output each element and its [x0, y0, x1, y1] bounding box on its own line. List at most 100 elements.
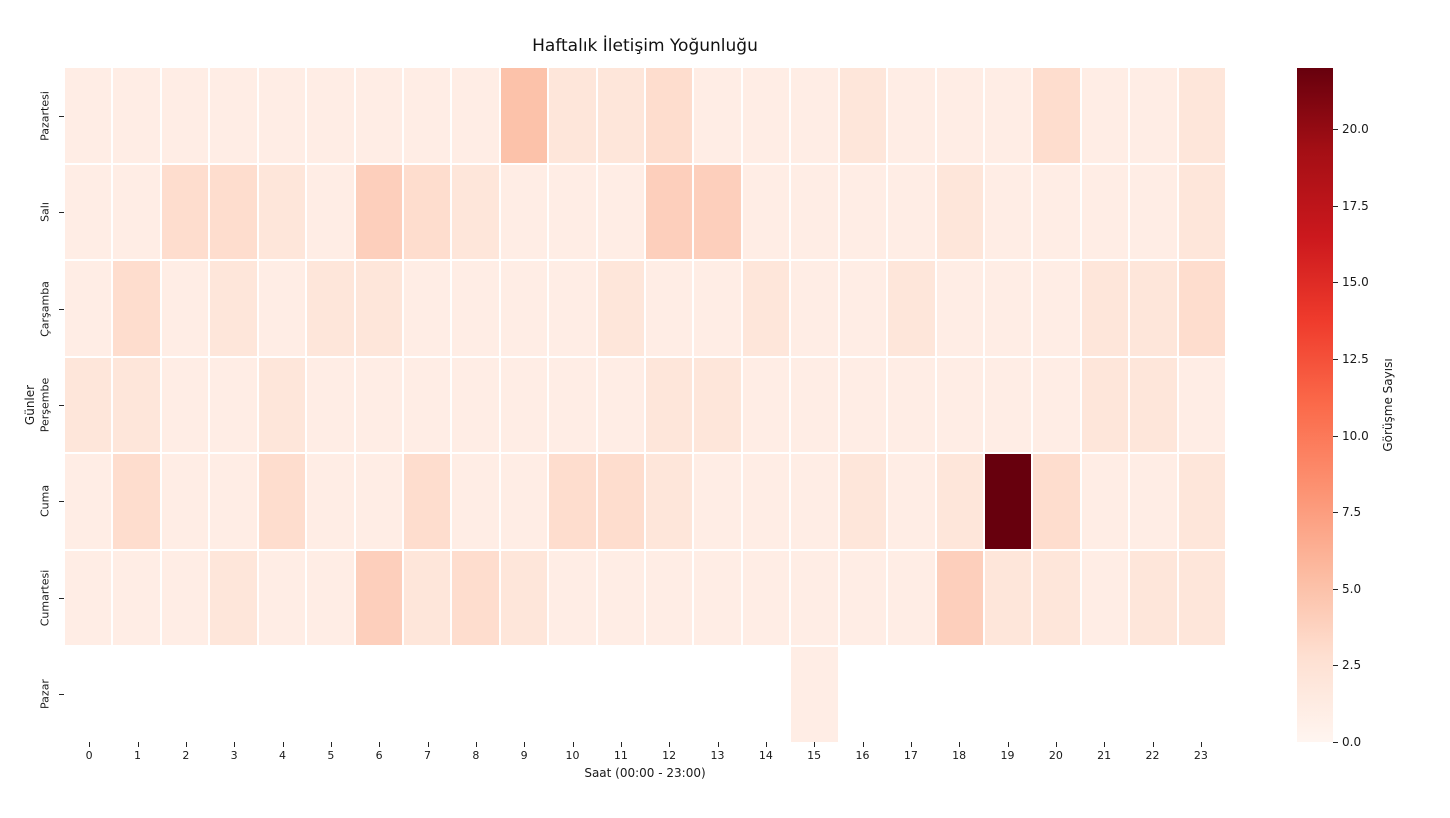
heatmap-cell: [1178, 647, 1225, 742]
heatmap-cell: [549, 550, 596, 646]
x-tick-label: 9: [520, 749, 528, 762]
y-tick-mark: [59, 116, 64, 118]
heatmap-cell: [936, 550, 983, 646]
heatmap-cell: [742, 454, 790, 549]
heatmap-cell: [452, 454, 499, 549]
heatmap-cell: [936, 261, 983, 356]
x-tick-mark: [959, 742, 961, 747]
heatmap-cell: [742, 357, 790, 453]
heatmap-cell: [210, 357, 257, 453]
heatmap-cell: [646, 454, 693, 549]
heatmap-cell: [1081, 550, 1129, 646]
x-tick-label: 6: [375, 749, 383, 762]
heatmap-cell: [258, 357, 306, 453]
heatmap-cell: [355, 454, 402, 549]
heatmap-cell: [839, 647, 887, 742]
heatmap-cell: [791, 550, 838, 646]
y-tick-mark: [59, 405, 64, 406]
y-tick-mark: [59, 501, 64, 503]
heatmap-cell: [403, 164, 451, 260]
heatmap-cell: [984, 261, 1032, 356]
heatmap-cell: [791, 261, 838, 356]
heatmap-cell: [355, 164, 402, 260]
heatmap-cell: [984, 454, 1032, 549]
x-tick-mark: [1200, 742, 1202, 747]
heatmap-cell: [1178, 550, 1225, 646]
heatmap-cell: [646, 164, 693, 260]
heatmap-cell: [888, 68, 935, 163]
heatmap-cell: [888, 357, 935, 453]
heatmap-cell: [403, 647, 451, 742]
x-tick-label: 5: [327, 749, 335, 762]
heatmap-cell: [113, 261, 160, 356]
heatmap-cell: [1130, 647, 1177, 742]
heatmap-cell: [549, 164, 596, 260]
heatmap-cell: [597, 68, 644, 163]
heatmap-cell: [500, 68, 548, 163]
x-tick-mark: [282, 742, 284, 747]
heatmap-cell: [1033, 647, 1080, 742]
heatmap-cell: [742, 164, 790, 260]
colorbar-tick-mark: [1333, 282, 1338, 284]
heatmap-cell: [694, 454, 741, 549]
heatmap-cell: [500, 261, 548, 356]
x-tick-label: 3: [230, 749, 238, 762]
heatmap-cell: [1033, 550, 1080, 646]
x-tick-mark: [910, 742, 912, 747]
colorbar-tick-mark: [1333, 512, 1338, 514]
heatmap-cell: [403, 550, 451, 646]
heatmap-cell: [1178, 357, 1225, 453]
x-tick-mark: [1152, 742, 1154, 747]
heatmap-cell: [403, 357, 451, 453]
heatmap-cell: [113, 164, 160, 260]
heatmap-cell: [936, 454, 983, 549]
heatmap-cell: [452, 647, 499, 742]
x-tick-label: 1: [134, 749, 141, 762]
colorbar-tick-label: 5.0: [1342, 581, 1362, 596]
heatmap-cell: [597, 647, 644, 742]
heatmap-cell: [742, 261, 790, 356]
heatmap-cell: [597, 164, 644, 260]
heatmap-cell: [1033, 261, 1080, 356]
x-tick-mark: [1055, 742, 1057, 747]
colorbar-tick-label: 7.5: [1342, 505, 1362, 520]
x-tick-mark: [475, 742, 477, 747]
heatmap-cell: [888, 164, 935, 260]
heatmap-cell: [452, 261, 499, 356]
heatmap-cell: [500, 550, 548, 646]
x-tick-label: 4: [279, 749, 286, 762]
heatmap-cell: [1081, 164, 1129, 260]
colorbar-tick-label: 15.0: [1342, 275, 1369, 290]
heatmap-cell: [549, 647, 596, 742]
colorbar-tick-mark: [1333, 205, 1338, 207]
heatmap-cell: [258, 550, 306, 646]
heatmap-cell: [307, 454, 354, 549]
heatmap-cell: [694, 647, 741, 742]
x-tick-label: 11: [613, 749, 628, 762]
heatmap-cell: [307, 261, 354, 356]
heatmap-cell: [936, 357, 983, 453]
heatmap-cell: [549, 357, 596, 453]
heatmap-cell: [549, 68, 596, 163]
x-tick-label: 17: [903, 749, 918, 762]
x-tick-label: 12: [662, 749, 677, 762]
heatmap-cell: [307, 357, 354, 453]
heatmap-cell: [161, 357, 209, 453]
heatmap-cell: [307, 550, 354, 646]
heatmap-cell: [984, 550, 1032, 646]
heatmap-cell: [210, 647, 257, 742]
colorbar-tick-label: 0.0: [1342, 735, 1362, 749]
heatmap-cell: [65, 357, 112, 453]
heatmap-cell: [210, 550, 257, 646]
heatmap-cell: [161, 647, 209, 742]
heatmap-cell: [452, 550, 499, 646]
heatmap-cell: [65, 68, 112, 163]
heatmap-cell: [694, 68, 741, 163]
x-tick-label: 16: [855, 749, 870, 762]
x-tick-label: 7: [424, 749, 431, 762]
heatmap-cell: [694, 357, 741, 453]
x-tick-label: 8: [472, 749, 480, 762]
heatmap-cell: [1081, 261, 1129, 356]
heatmap-cell: [646, 261, 693, 356]
x-tick-mark: [524, 742, 526, 747]
